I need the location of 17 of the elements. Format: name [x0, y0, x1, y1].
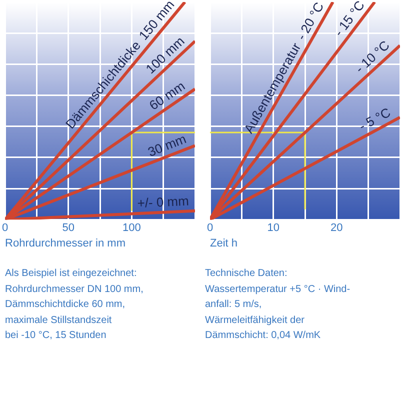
x-tick-label: 100	[122, 222, 141, 234]
x-tick-label: 0	[2, 222, 8, 234]
x-axis-title: Zeit h	[210, 237, 238, 250]
text: - 20 °C	[294, 0, 327, 42]
x-tick-label: 20	[330, 222, 343, 234]
text: 30 mm	[146, 131, 188, 160]
x-tick-label: 10	[267, 222, 280, 234]
x-tick-label: 0	[206, 222, 214, 234]
x-tick-label: 50	[62, 222, 74, 234]
text: - 5 °C	[356, 104, 393, 134]
text: Als Beispiel ist eingezeichnet: Rohrdurchmesser DN 100 mm, Dämmschichtdicke 60 mm, maximale Stillstandszeit bei -10 °C, 15 Stunden	[5, 267, 144, 343]
text: - 15 °C	[330, 0, 368, 40]
x-axis-title: Rohrdurchmesser in mm	[5, 237, 126, 250]
text: 60 mm	[146, 78, 188, 114]
series-label: +/- 0 mm	[136, 193, 190, 211]
text: Technische Daten: Wassertemperatur +5 °C · Wind- anfall: 5 m/s, Wärmeleitfähigkeit der Dämmschicht: 0,04 W/mK	[205, 267, 350, 343]
text: - 10 °C	[352, 38, 392, 76]
